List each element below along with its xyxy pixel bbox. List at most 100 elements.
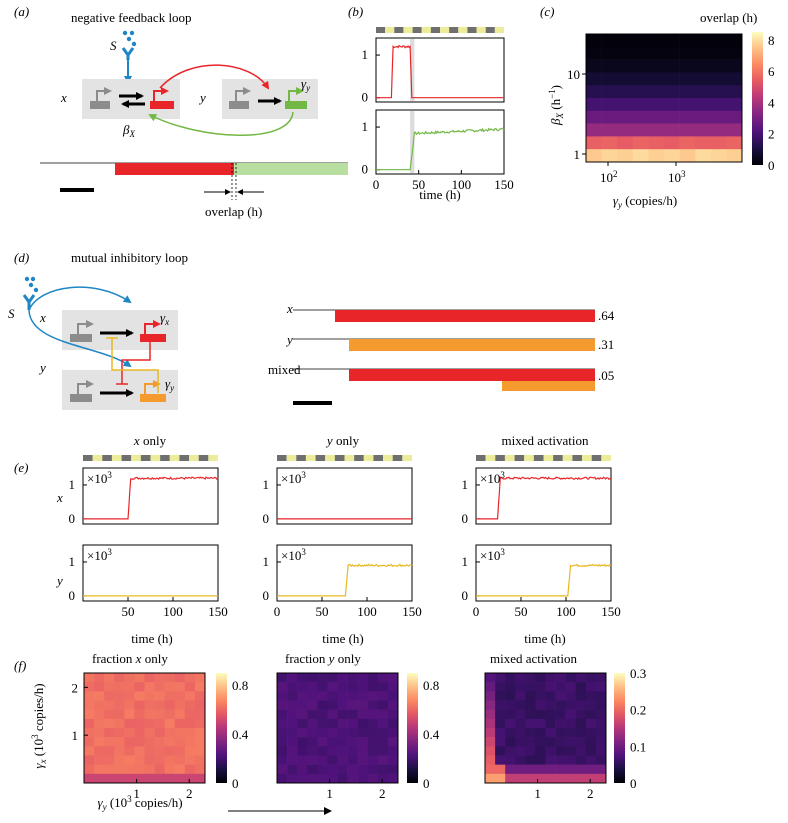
heatmap-cell [595, 746, 607, 756]
schedule-segment [458, 27, 468, 33]
heatmap-cell [505, 737, 516, 747]
heatmap-cell [617, 34, 634, 48]
heatmap-cell [164, 764, 176, 775]
heatmap-cell [726, 123, 743, 137]
heatmap-cell [586, 46, 602, 60]
colorbar-tick-label: 0 [768, 158, 775, 173]
heatmap-cell [565, 709, 577, 720]
heatmap-cell [104, 764, 115, 775]
heatmap-cell [94, 673, 105, 683]
colorbar-tick-label: 6 [768, 64, 775, 79]
heatmap-cell [575, 755, 587, 765]
heatmap-cell [485, 682, 496, 692]
x-tick-label: 50 [515, 604, 528, 619]
heatmap-cell [194, 691, 206, 701]
heatmap-cell [287, 718, 298, 729]
heatmap-cell [297, 718, 308, 729]
e-ylabel-y: y [55, 573, 63, 588]
heatmap-cell [174, 746, 186, 756]
heatmap-cell [317, 682, 328, 692]
schedule-segment [485, 455, 496, 461]
heatmap-cell [307, 764, 318, 775]
heatmap-cell [154, 764, 165, 775]
heatmap-cell [114, 737, 125, 747]
series-line-y [277, 563, 413, 597]
heatmap-cell [695, 149, 712, 163]
heatmap-cell [337, 718, 348, 729]
heatmap-cell [347, 700, 358, 710]
heatmap-cell [184, 682, 196, 692]
x-tick-label: 0 [274, 604, 281, 619]
panel-d: (d) mutual inhibitory loop S x y γx γy x… [8, 250, 615, 410]
heatmap-cell [367, 764, 379, 775]
heatmap-cell [134, 737, 145, 747]
heatmap-cell [485, 718, 496, 729]
colorbar [407, 673, 418, 783]
heatmap-cell [515, 700, 526, 710]
heatmap-cell [485, 764, 496, 775]
f-title-3: mixed activation [490, 651, 578, 666]
heatmap-cell [297, 728, 308, 738]
heatmap-cell [164, 773, 176, 784]
heatmap-cell [377, 709, 389, 720]
heatmap-cell [357, 691, 369, 701]
heatmap-cell [184, 728, 196, 738]
y-tick-label: 1 [362, 47, 369, 62]
heatmap-cell [586, 136, 602, 150]
heatmap-cell [377, 700, 389, 710]
heatmap-cell [337, 673, 348, 683]
plot-frame [276, 672, 399, 784]
y-tick-label: 1 [574, 147, 581, 162]
heatmap-cell [495, 746, 506, 756]
plot-e-top: 0 1 ×103 [263, 467, 413, 526]
heatmap-cell [585, 746, 597, 756]
heatmap-cell [174, 673, 186, 683]
x-tick-label: 2 [186, 786, 193, 801]
schedule-segment [121, 455, 132, 461]
heatmap-cell [710, 110, 727, 124]
heatmap-cell [277, 673, 288, 683]
heatmap-cell [726, 85, 743, 99]
heatmap-cell [84, 746, 95, 756]
bar-label-mixed: mixed [268, 362, 301, 377]
heatmap-cell [84, 718, 95, 729]
heatmap-cell [134, 764, 145, 775]
heatmap-cell [124, 746, 135, 756]
heatmap-cell [648, 123, 665, 137]
heatmap-cell [367, 746, 379, 756]
heatmap-cell [601, 123, 618, 137]
heatmap-cell [184, 709, 196, 720]
heatmap-cell [565, 773, 577, 784]
heatmap-cell [664, 123, 680, 137]
heatmap-cell [515, 673, 526, 683]
heatmap-cell [555, 691, 566, 701]
heatmap-cell [124, 764, 135, 775]
gene-block-y [140, 394, 166, 402]
x-tick-label: 100 [357, 604, 377, 619]
heatmap-cell [84, 728, 95, 738]
heatmap-cell [505, 764, 516, 775]
heatmap-cell [525, 682, 536, 692]
heatmap-cell [104, 691, 115, 701]
heatmap-cell [648, 110, 665, 124]
heatmap-cell [317, 737, 328, 747]
heatmap-cell [94, 709, 105, 720]
heatmap-cell [505, 700, 516, 710]
heatmap-cell [387, 700, 399, 710]
heatmap-cell [648, 59, 665, 73]
fraction-y: .31 [598, 337, 614, 352]
x-tick-label: 1 [534, 786, 541, 801]
heatmap-cell [357, 700, 369, 710]
light-dark-schedule-bar [376, 27, 504, 33]
heatmap-cell [575, 728, 587, 738]
heatmap-cell [617, 72, 634, 86]
heatmap-cell [585, 728, 597, 738]
fraction-mixed: .05 [598, 368, 614, 383]
plot-frame [484, 672, 607, 784]
y-tick-label: 0 [263, 511, 270, 526]
heatmap-cell [164, 682, 176, 692]
heatmap-cell [525, 700, 536, 710]
heatmap-cell [184, 773, 196, 784]
y-tick-label: 1 [362, 119, 369, 134]
